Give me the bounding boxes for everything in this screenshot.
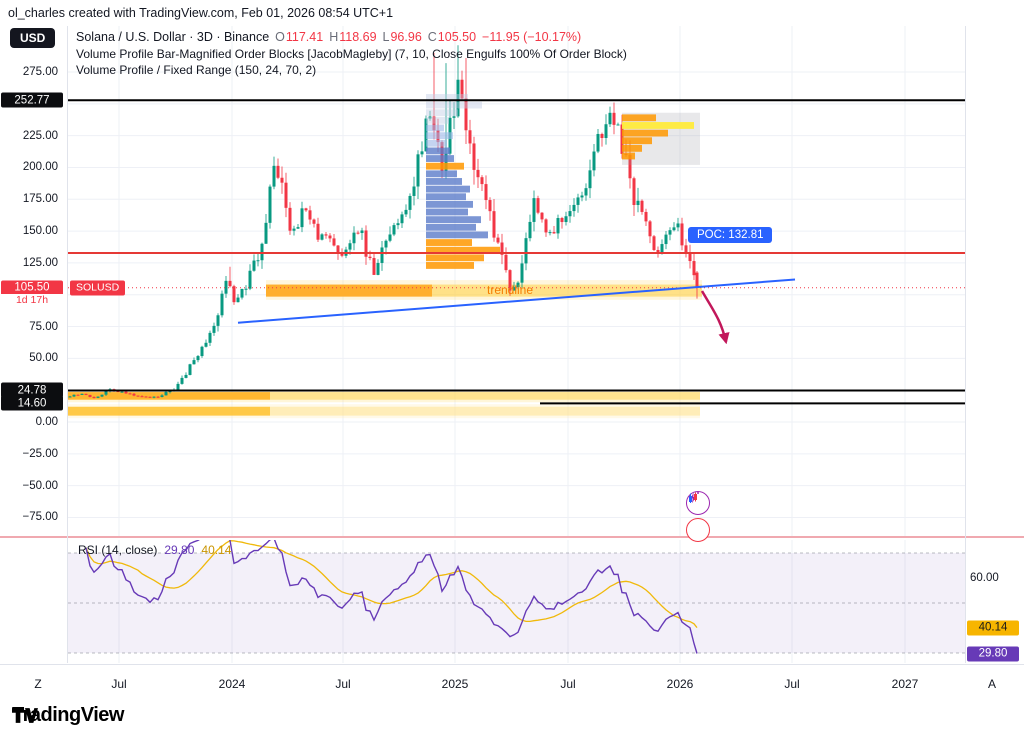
tradingview-logo-text: TradingView <box>12 704 124 726</box>
time-axis-label[interactable]: Jul <box>784 677 800 691</box>
price-level-badge: 14.60 <box>1 395 63 411</box>
series-price-tag: SOLUSD <box>70 280 126 296</box>
ohlc-high: H118.69 <box>329 30 377 44</box>
time-axis-label[interactable]: Z <box>34 677 42 691</box>
tradingview-logo[interactable]: TradingView <box>12 704 124 727</box>
price-tick-label: 275.00 <box>22 66 58 78</box>
mini-chart-icon[interactable] <box>686 492 710 542</box>
price-level-badge: 105.50 <box>1 280 63 296</box>
rsi-axis-tick: 60.00 <box>970 572 999 584</box>
ohlc-low: L96.96 <box>382 30 422 44</box>
price-tick-label: 125.00 <box>22 256 58 269</box>
time-axis-label[interactable]: 2026 <box>666 677 694 691</box>
time-axis-label[interactable]: A <box>987 677 997 691</box>
price-tick-label: −50.00 <box>22 479 59 492</box>
poc-price-label[interactable]: POC: 132.81 <box>688 227 773 243</box>
bar-countdown: 1d 17h <box>1 293 63 306</box>
ohlc-close: C105.50 <box>427 30 477 44</box>
price-tick-label: 150.00 <box>22 225 58 238</box>
time-axis-label[interactable]: Jul <box>335 677 351 691</box>
price-tick-label: −25.00 <box>22 447 59 460</box>
price-tick-label: 175.00 <box>22 193 58 206</box>
rsi-ma-value: 40.14 <box>201 543 232 557</box>
rsi-legend-title: RSI (14, close) <box>78 543 158 557</box>
price-tick-label: 0.00 <box>35 416 58 428</box>
rsi-value-badge: 29.80 <box>967 646 1019 661</box>
price-level-badge: 24.78 <box>1 382 63 398</box>
credit-line: ol_charles created with TradingView.com,… <box>8 6 394 20</box>
time-axis-label[interactable]: Jul <box>560 677 576 691</box>
time-axis-label[interactable]: Jul <box>111 677 127 691</box>
rsi-current-value: 29.80 <box>164 543 195 557</box>
rsi-ma-badge: 40.14 <box>967 620 1019 636</box>
indicator-legend-order-blocks[interactable]: Volume Profile Bar-Magnified Order Block… <box>76 47 627 61</box>
currency-toggle-button[interactable]: USD <box>10 28 56 48</box>
price-tick-label: 200.00 <box>22 161 58 174</box>
trendline-label[interactable]: trendline <box>487 283 534 297</box>
tradingview-logo-glyph <box>12 708 38 723</box>
time-axis-label[interactable]: 2025 <box>441 677 469 691</box>
indicator-legend-volume-profile[interactable]: Volume Profile / Fixed Range (150, 24, 7… <box>76 63 317 77</box>
price-tick-label: 75.00 <box>29 320 58 333</box>
price-tick-label: 50.00 <box>29 352 58 365</box>
time-axis-label[interactable]: 2024 <box>218 677 246 691</box>
ohlc-open: O117.41 <box>275 30 324 44</box>
symbol-title: Solana / U.S. Dollar · 3D · Binance <box>76 30 270 44</box>
price-change: −11.95 (−10.17%) <box>482 30 582 44</box>
rsi-legend-row[interactable]: RSI (14, close) 29.80 40.14 <box>78 543 231 557</box>
symbol-legend-row[interactable]: Solana / U.S. Dollar · 3D · Binance O117… <box>76 30 581 44</box>
chart-quick-icons <box>686 491 710 542</box>
price-tick-label: 225.00 <box>22 129 58 142</box>
time-axis-label[interactable]: 2027 <box>891 677 919 691</box>
price-level-badge: 252.77 <box>1 92 63 108</box>
price-tick-label: −75.00 <box>22 511 59 524</box>
